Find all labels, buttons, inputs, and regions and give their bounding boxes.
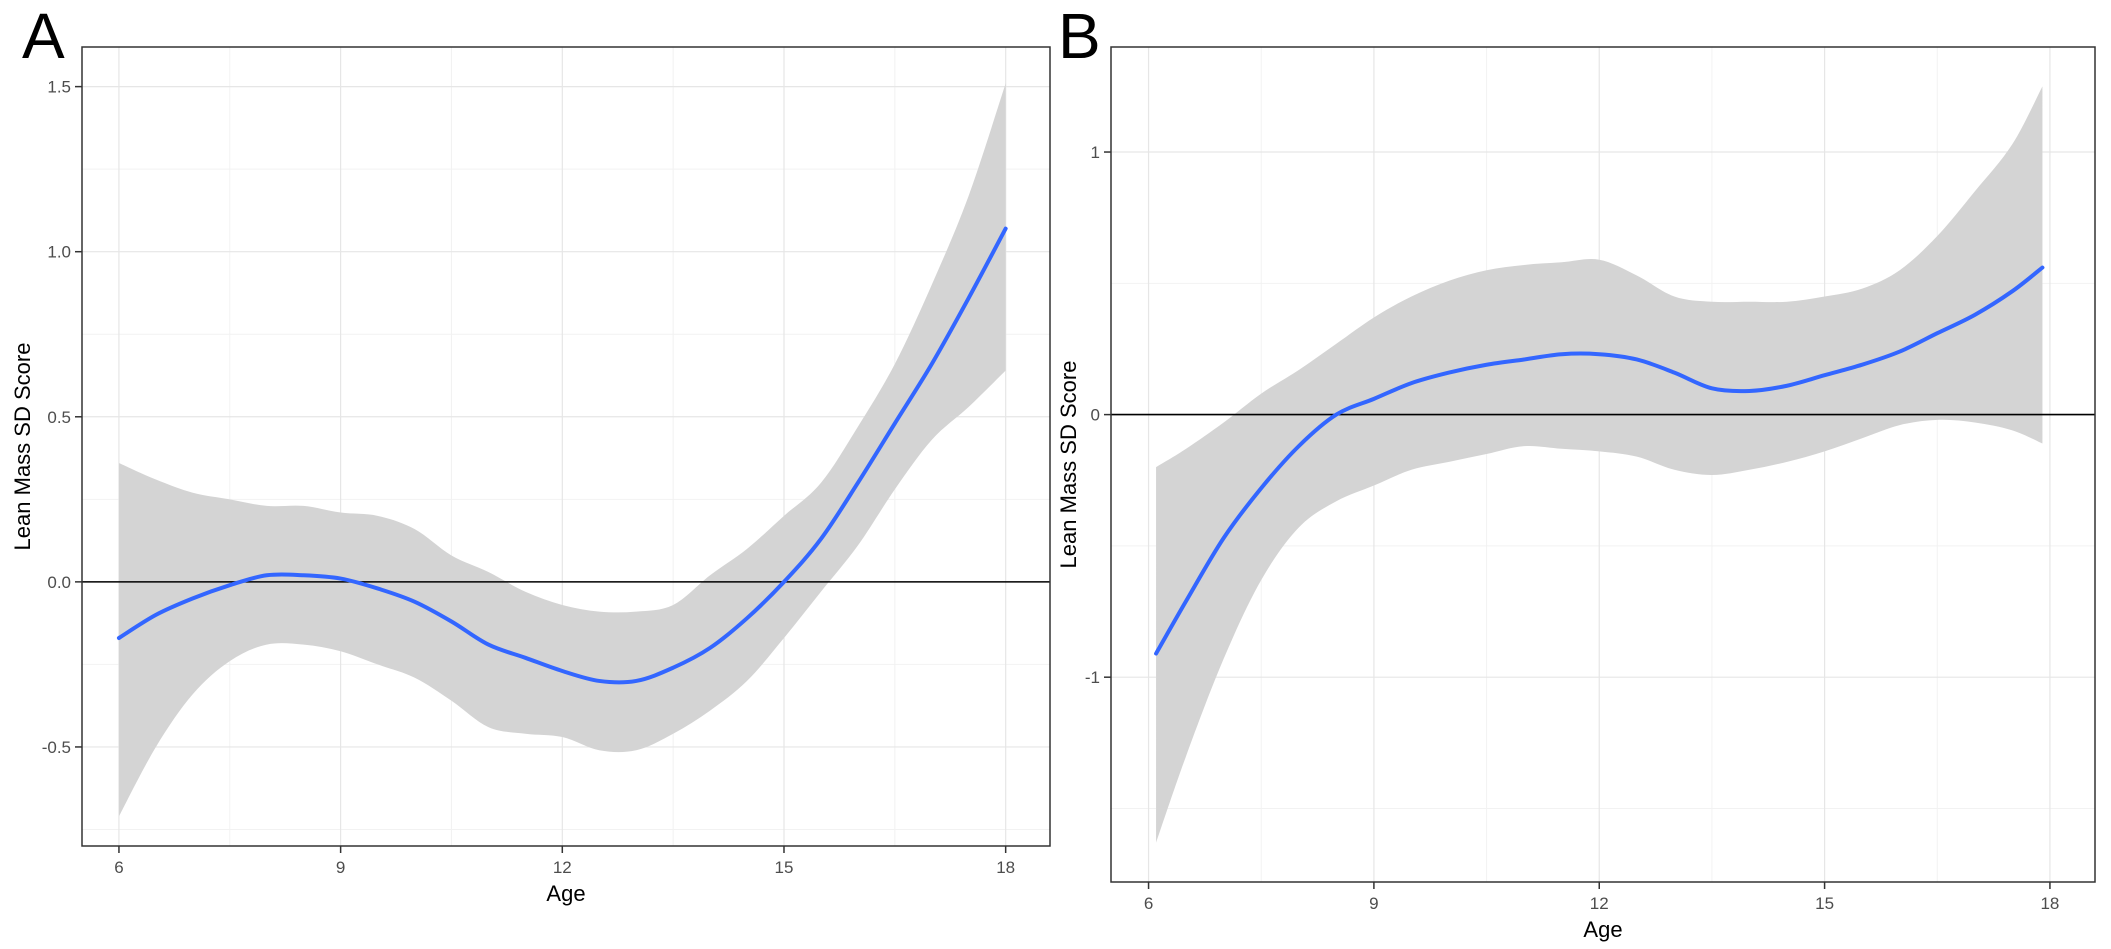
panel-a: A 6 9 12 15 18 -0.5 0.0 0.5 1.0 1.5 Age Lean Mass SD…	[10, 0, 1051, 906]
panel-border	[81, 46, 1051, 847]
x-tick-label: 18	[2040, 894, 2059, 913]
x-tick-label: 18	[996, 858, 1015, 877]
confidence-band	[1156, 86, 2043, 843]
panel-label: B	[1058, 0, 1101, 72]
panel-b: B 6 9 12 15 18 -1 0 1 Age Lean Mass SD Score	[1056, 0, 2096, 942]
smooth-line	[116, 226, 1008, 685]
x-tick-label: 15	[1815, 894, 1834, 913]
y-tick-label: 1.0	[47, 243, 71, 262]
y-tick-label: -0.5	[42, 738, 71, 757]
y-tick-label: -1	[1085, 668, 1100, 687]
y-axis-title: Lean Mass SD Score	[1056, 361, 1081, 569]
panel-label: A	[22, 0, 65, 72]
x-tick-label: 6	[1144, 894, 1153, 913]
panel-border	[1110, 46, 2096, 883]
y-tick-label: 0.0	[47, 573, 71, 592]
x-tick-label: 12	[553, 858, 572, 877]
y-tick-label: 1.5	[47, 78, 71, 97]
x-tick-label: 6	[114, 858, 123, 877]
x-axis-title: Age	[546, 881, 585, 906]
smooth-line	[1154, 265, 2045, 656]
confidence-band	[118, 83, 1006, 817]
y-axis-title: Lean Mass SD Score	[10, 343, 35, 551]
x-tick-label: 9	[336, 858, 345, 877]
y-tick-label: 0	[1091, 406, 1100, 425]
x-tick-label: 15	[775, 858, 794, 877]
y-tick-label: 0.5	[47, 408, 71, 427]
x-tick-label: 9	[1369, 894, 1378, 913]
x-axis-title: Age	[1583, 917, 1622, 942]
y-tick-label: 1	[1091, 143, 1100, 162]
x-tick-label: 12	[1590, 894, 1609, 913]
